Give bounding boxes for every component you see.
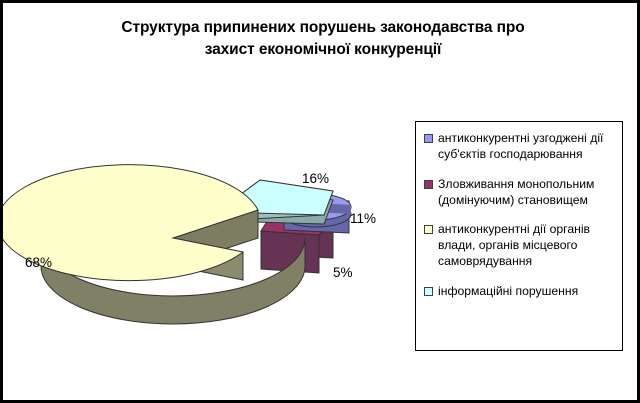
page-title: Структура припинених порушень законодавс… — [63, 17, 583, 62]
legend-label-authority-actions: антиконкурентні дії органів влади, орган… — [438, 222, 591, 269]
data-label-authority-actions: 68% — [25, 255, 53, 270]
legend-label-information-violations: інформаційні порушення — [438, 284, 579, 299]
legend-item-information-violations[interactable]: інформаційні порушення — [424, 284, 616, 300]
data-label-information-violations: 16% — [302, 171, 330, 186]
pie-slice-authority-actions[interactable] — [3, 164, 306, 325]
legend-item-authority-actions[interactable]: антиконкурентні дії органів влади, орган… — [424, 222, 616, 270]
chart-legend: антиконкурентні узгоджені дії суб'єктів … — [415, 121, 623, 351]
legend-label-concerted-actions: антиконкурентні узгоджені дії суб'єктів … — [438, 131, 604, 161]
legend-swatch-icon-concerted-actions — [424, 134, 433, 143]
legend-label-abuse-of-monopoly: Зловживання монопольним (домінуючим) ста… — [438, 176, 595, 207]
data-label-concerted-actions: 11% — [350, 211, 377, 226]
pie-chart-graphic — [3, 164, 352, 325]
legend-item-abuse-of-monopoly[interactable]: Зловживання монопольним (домінуючим) ста… — [424, 177, 616, 209]
data-label-abuse-of-monopoly: 5% — [333, 265, 353, 280]
chart-title-line-2: захист економічної конкуренції — [204, 41, 442, 59]
legend-swatch-icon-authority-actions — [424, 225, 433, 235]
pie-chart-plot-area: 68% 11% 5% 16% — [3, 98, 403, 358]
legend-swatch-icon-information-violations — [424, 287, 433, 297]
chart-title-line-1: Структура припинених порушень законодавс… — [121, 19, 525, 36]
legend-item-concerted-actions[interactable]: антиконкурентні узгоджені дії суб'єктів … — [424, 131, 616, 163]
legend-swatch-icon-abuse-of-monopoly — [424, 179, 433, 189]
